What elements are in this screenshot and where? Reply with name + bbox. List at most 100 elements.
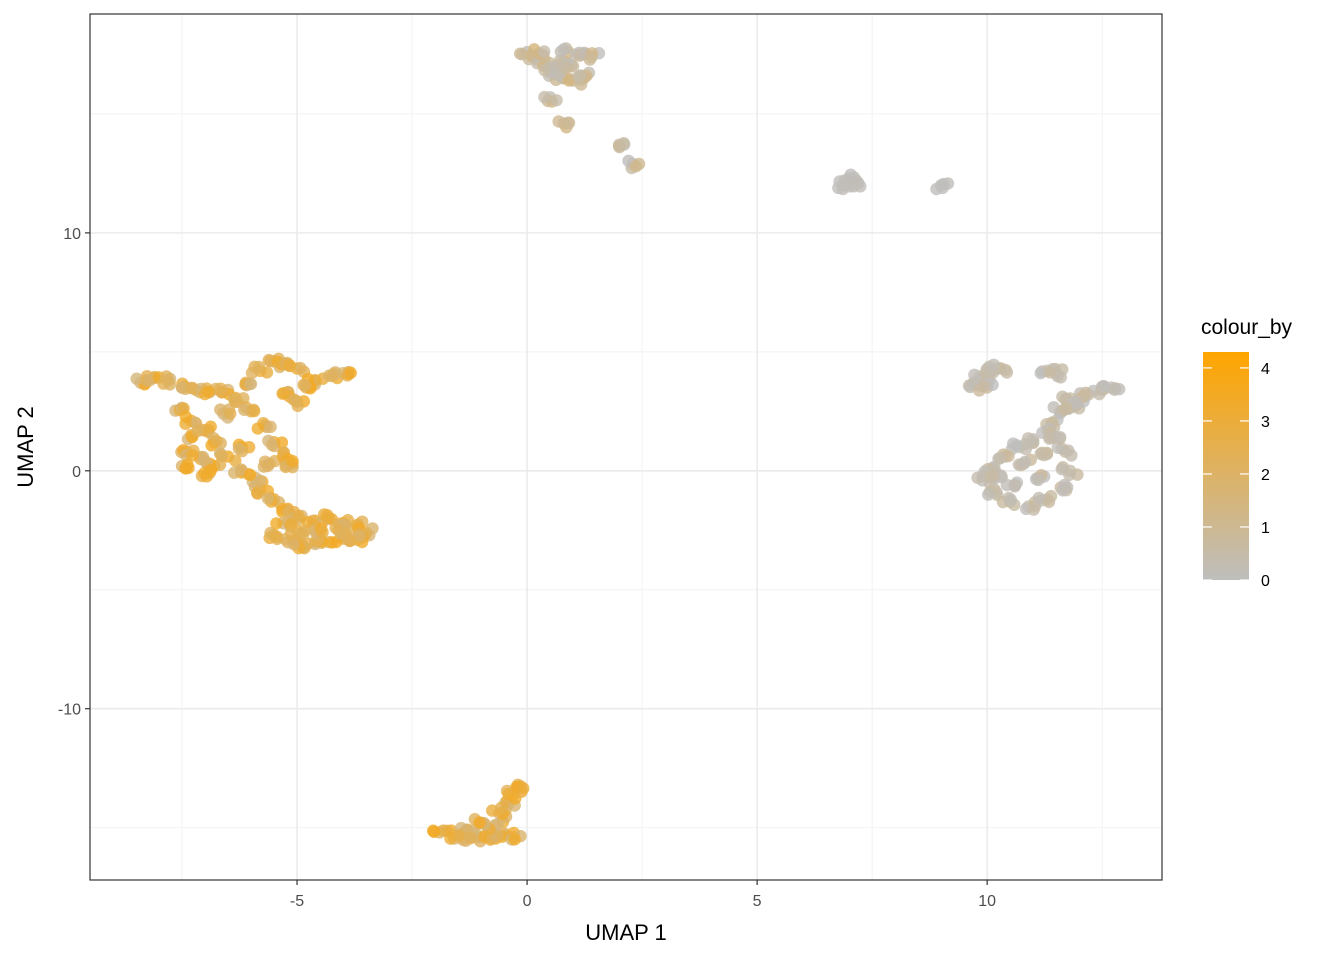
data-point xyxy=(283,359,296,373)
data-point xyxy=(210,434,223,448)
data-point xyxy=(1097,380,1110,393)
data-point xyxy=(198,466,211,480)
legend-break-label: 3 xyxy=(1261,414,1270,431)
data-point xyxy=(292,509,305,523)
x-tick-label: 0 xyxy=(523,893,532,910)
legend-title: colour_by xyxy=(1201,316,1293,339)
data-point xyxy=(1027,503,1040,516)
data-point xyxy=(289,394,302,407)
data-point xyxy=(327,367,341,381)
data-point xyxy=(184,381,198,395)
data-point xyxy=(538,63,551,77)
data-point xyxy=(261,492,275,505)
data-point xyxy=(977,379,991,393)
data-point xyxy=(1043,366,1057,379)
data-point xyxy=(316,526,329,539)
data-point xyxy=(613,140,626,154)
data-point xyxy=(1034,447,1047,461)
data-point xyxy=(202,385,215,398)
data-point xyxy=(1000,366,1014,379)
data-point xyxy=(163,378,177,391)
data-point xyxy=(1043,432,1056,445)
data-point xyxy=(214,403,227,416)
data-point xyxy=(326,536,339,549)
data-point xyxy=(508,833,521,846)
data-point xyxy=(130,372,143,385)
data-point xyxy=(1054,371,1067,384)
data-point xyxy=(1026,433,1040,446)
data-point xyxy=(1012,458,1026,471)
axes: -5 0 5 10 -10 0 10 xyxy=(58,226,996,910)
data-point xyxy=(1008,480,1022,493)
y-tick-label: -10 xyxy=(58,702,81,719)
data-point xyxy=(629,160,643,173)
y-tick-label: 10 xyxy=(63,226,81,243)
data-point xyxy=(1034,366,1047,380)
data-point xyxy=(1113,382,1126,396)
data-point xyxy=(1057,404,1070,417)
data-point xyxy=(344,366,357,380)
x-tick-label: 10 xyxy=(978,893,996,910)
data-point xyxy=(426,824,440,837)
data-point xyxy=(557,43,570,56)
data-point xyxy=(1056,390,1069,403)
data-point xyxy=(287,538,301,551)
data-point xyxy=(583,53,597,66)
data-point xyxy=(270,530,284,543)
data-point xyxy=(175,381,189,394)
data-point xyxy=(838,174,851,187)
legend-colorbar xyxy=(1203,352,1249,580)
data-point xyxy=(224,407,237,420)
data-point xyxy=(473,816,486,829)
data-point xyxy=(968,368,981,381)
data-point xyxy=(537,45,551,58)
data-point xyxy=(1019,442,1033,456)
data-point xyxy=(982,488,995,501)
data-point xyxy=(987,358,1000,371)
data-points xyxy=(130,42,1126,848)
data-point xyxy=(270,517,283,530)
data-point xyxy=(574,69,587,82)
data-point xyxy=(1051,441,1065,454)
data-point xyxy=(264,420,277,434)
x-axis-title: UMAP 1 xyxy=(585,920,667,945)
x-tick-label: 5 xyxy=(753,893,762,910)
data-point xyxy=(227,392,241,405)
legend-break-label: 4 xyxy=(1261,361,1270,378)
data-point xyxy=(186,449,199,462)
y-tick-label: 0 xyxy=(72,464,81,481)
panel-border xyxy=(89,13,1163,881)
x-tick-label: -5 xyxy=(290,893,304,910)
data-point xyxy=(191,424,204,438)
data-point xyxy=(232,442,246,455)
data-point xyxy=(1010,439,1023,452)
data-point xyxy=(1062,444,1075,457)
data-point xyxy=(353,529,366,543)
data-point xyxy=(1047,401,1060,414)
data-point xyxy=(517,782,530,795)
gridlines xyxy=(90,14,1162,880)
data-point xyxy=(1004,493,1018,506)
data-point xyxy=(243,468,257,482)
data-point xyxy=(1063,468,1076,482)
data-point xyxy=(179,410,193,424)
data-point xyxy=(1044,489,1058,503)
data-point xyxy=(248,360,261,374)
legend-break-label: 0 xyxy=(1261,573,1270,590)
data-point xyxy=(238,403,251,416)
data-point xyxy=(251,487,264,500)
data-point xyxy=(1031,473,1045,487)
legend: colour_by 0 1 2 3 4 xyxy=(1201,316,1293,590)
data-point xyxy=(452,829,466,843)
data-point xyxy=(284,527,298,540)
data-point xyxy=(986,469,999,482)
data-point xyxy=(275,436,289,449)
data-point xyxy=(299,379,312,392)
data-point xyxy=(251,422,265,435)
data-point xyxy=(244,377,258,391)
data-point xyxy=(286,454,299,468)
data-point xyxy=(229,454,242,467)
y-axis-title: UMAP 2 xyxy=(13,406,38,488)
